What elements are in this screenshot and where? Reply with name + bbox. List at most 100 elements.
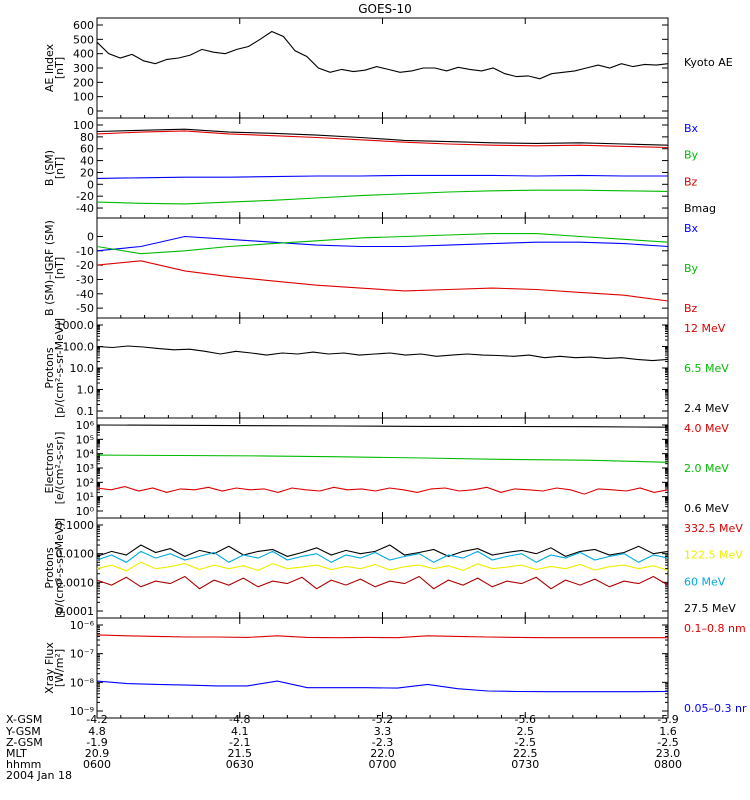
- y-tick-label: 10²: [76, 476, 94, 489]
- x-axis-value: 0630: [226, 758, 254, 771]
- legend-label: 60 MeV: [684, 575, 726, 588]
- legend-label: By: [684, 149, 699, 162]
- y-axis-label: Xray Flux: [43, 642, 56, 694]
- series-line: [96, 680, 669, 693]
- y-tick-label: -20: [76, 259, 94, 272]
- series-line: [96, 233, 669, 255]
- x-axis-value: -2.5: [515, 736, 536, 749]
- series-line: [96, 424, 669, 428]
- x-axis-value: 1.6: [659, 725, 677, 738]
- x-axis-value: 0730: [511, 758, 539, 771]
- y-tick-label: 600: [73, 19, 94, 32]
- y-tick-label: 80: [80, 131, 94, 144]
- legend-label: Bz: [684, 302, 698, 315]
- y-tick-label: 0: [87, 178, 94, 191]
- y-tick-label: 100: [73, 119, 94, 132]
- series-line: [96, 550, 669, 563]
- y-tick-label: 40: [80, 155, 94, 168]
- panel-frame: [96, 617, 669, 719]
- legend-label: 4.0 MeV: [684, 422, 729, 435]
- legend-label: Bx: [684, 222, 699, 235]
- y-tick-label: 0: [87, 230, 94, 243]
- series-line: [96, 30, 669, 80]
- y-axis-label: [p/(cm²-s-sr-MeV)]: [53, 318, 66, 418]
- panel-frame: [96, 417, 669, 519]
- legend-label: Bx: [684, 122, 699, 135]
- x-axis-value: 21.5: [228, 747, 253, 760]
- x-axis-value: -2.5: [657, 736, 678, 749]
- legend-label: By: [684, 262, 699, 275]
- y-axis-label: Protons: [43, 547, 56, 588]
- y-tick-label: 100.0: [63, 341, 95, 354]
- y-tick-label: 0.1: [77, 405, 95, 418]
- y-tick-label: 400: [73, 48, 94, 61]
- y-tick-label: -30: [76, 273, 94, 286]
- y-axis-label: Protons: [43, 347, 56, 388]
- y-axis-label: [p/(cm²-s-sr-MeV)]: [53, 518, 66, 618]
- y-tick-label: 10⁵: [76, 433, 94, 446]
- x-axis-value: 22.0: [370, 747, 395, 760]
- x-axis-value: 4.1: [231, 725, 249, 738]
- y-tick-label: 10⁻⁶: [70, 619, 95, 632]
- y-tick-label: 10¹: [76, 491, 94, 504]
- y-tick-label: 20: [80, 166, 94, 179]
- series-line: [96, 634, 668, 639]
- legend-label: Bmag: [684, 202, 716, 215]
- y-tick-label: -40: [76, 288, 94, 301]
- series-line: [96, 575, 669, 590]
- y-tick-label: 10⁶: [76, 419, 95, 432]
- y-tick-label: 0: [87, 105, 94, 118]
- x-axis-value: 20.9: [85, 747, 110, 760]
- y-tick-label: 60: [80, 143, 94, 156]
- plot-title: GOES-10: [358, 2, 412, 16]
- legend-label: 12 MeV: [684, 322, 726, 335]
- series-line: [96, 174, 668, 179]
- y-tick-label: 0.0100: [56, 548, 95, 561]
- y-tick-label: 10⁻⁹: [70, 705, 94, 718]
- y-tick-label: -40: [76, 202, 94, 215]
- series-line: [96, 260, 669, 302]
- y-tick-label: 10⁰: [76, 505, 95, 518]
- x-axis-value: -5.9: [657, 713, 678, 726]
- x-axis-value: 3.3: [374, 725, 392, 738]
- y-tick-label: 10³: [76, 462, 94, 475]
- y-tick-label: -20: [76, 190, 94, 203]
- x-axis-row-label: Y-GSM: [5, 725, 41, 738]
- y-tick-label: 1000.0: [56, 319, 95, 332]
- x-axis-value: 4.8: [88, 725, 106, 738]
- x-axis-row-label: Z-GSM: [6, 736, 43, 749]
- panel-frame: [96, 317, 669, 419]
- y-tick-label: -10: [76, 245, 94, 258]
- y-axis-label: AE Index: [43, 43, 56, 92]
- panel-6: 0.0001 0.0010 0.0100 0.1000 Protons[p/(cm²-s…: [43, 517, 743, 619]
- legend-label: 6.5 MeV: [684, 362, 729, 375]
- x-axis-value: 0600: [83, 758, 111, 771]
- y-tick-label: 200: [73, 76, 94, 89]
- series-line: [96, 130, 669, 149]
- x-axis-value: -4.2: [86, 713, 107, 726]
- legend-label: 332.5 MeV: [684, 522, 743, 535]
- panel-frame: [96, 217, 669, 319]
- y-tick-label: 500: [73, 33, 94, 46]
- y-axis-label: [nT]: [53, 257, 66, 279]
- y-tick-label: 300: [73, 62, 94, 75]
- series-line: [96, 486, 669, 495]
- legend-label: 0.1–0.8 nm: [684, 622, 746, 635]
- x-axis-row-label: 2004 Jan 18: [6, 769, 72, 782]
- y-tick-label: 10⁻⁸: [70, 676, 95, 689]
- x-axis-row-label: hhmm: [6, 758, 41, 771]
- y-axis-label: [e/(cm²-s-sr)]: [53, 432, 66, 505]
- x-axis-value: -4.8: [229, 713, 250, 726]
- y-tick-label: 10⁻⁷: [70, 648, 94, 661]
- y-axis-label: B (SM)–IGRF (SM): [43, 220, 56, 316]
- x-axis-value: 0800: [654, 758, 682, 771]
- y-tick-label: 1.0: [77, 384, 95, 397]
- x-axis-value: 22.5: [513, 747, 538, 760]
- legend-label: 2.4 MeV: [684, 402, 729, 415]
- y-tick-label: 100: [73, 91, 94, 104]
- panel-frame: [96, 517, 669, 619]
- x-axis-row-label: X-GSM: [6, 713, 42, 726]
